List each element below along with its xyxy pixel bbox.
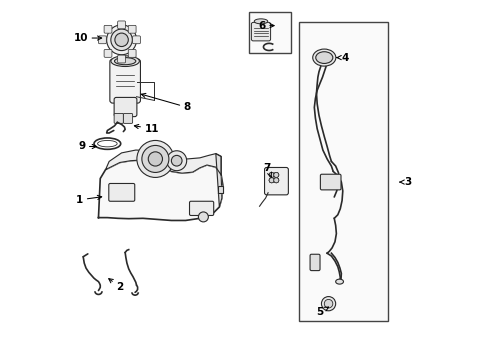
Text: 11: 11 bbox=[134, 124, 159, 134]
Text: 4: 4 bbox=[336, 52, 348, 62]
Ellipse shape bbox=[254, 19, 267, 24]
FancyBboxPatch shape bbox=[110, 59, 140, 103]
Circle shape bbox=[324, 300, 332, 308]
Circle shape bbox=[269, 178, 273, 183]
Circle shape bbox=[136, 140, 173, 177]
Circle shape bbox=[273, 172, 278, 177]
FancyBboxPatch shape bbox=[128, 25, 136, 33]
Circle shape bbox=[148, 152, 162, 166]
FancyBboxPatch shape bbox=[118, 55, 125, 63]
Circle shape bbox=[269, 178, 273, 183]
Ellipse shape bbox=[315, 52, 332, 64]
Polygon shape bbox=[217, 186, 223, 193]
Circle shape bbox=[273, 178, 278, 183]
Circle shape bbox=[141, 145, 168, 172]
FancyBboxPatch shape bbox=[320, 174, 340, 190]
FancyBboxPatch shape bbox=[108, 183, 135, 201]
Circle shape bbox=[111, 29, 132, 51]
Circle shape bbox=[166, 151, 186, 171]
Text: 1: 1 bbox=[76, 195, 102, 205]
Circle shape bbox=[269, 172, 273, 177]
Circle shape bbox=[269, 172, 273, 177]
FancyBboxPatch shape bbox=[118, 21, 125, 29]
Ellipse shape bbox=[312, 49, 335, 66]
Ellipse shape bbox=[335, 279, 343, 284]
Ellipse shape bbox=[114, 57, 136, 65]
Text: 10: 10 bbox=[73, 33, 102, 43]
Circle shape bbox=[115, 33, 128, 46]
Circle shape bbox=[273, 178, 278, 183]
Circle shape bbox=[273, 172, 278, 177]
Circle shape bbox=[269, 172, 273, 177]
Ellipse shape bbox=[111, 56, 139, 66]
Text: 5: 5 bbox=[316, 307, 328, 317]
FancyBboxPatch shape bbox=[114, 114, 123, 124]
Circle shape bbox=[198, 212, 208, 222]
Text: 6: 6 bbox=[258, 21, 273, 31]
Polygon shape bbox=[98, 160, 223, 221]
FancyBboxPatch shape bbox=[264, 167, 288, 195]
Circle shape bbox=[269, 178, 273, 183]
Bar bbox=[299, 22, 388, 321]
FancyBboxPatch shape bbox=[114, 97, 136, 117]
FancyBboxPatch shape bbox=[189, 201, 213, 216]
Circle shape bbox=[273, 172, 278, 177]
Text: 9: 9 bbox=[78, 141, 96, 151]
Circle shape bbox=[273, 172, 278, 177]
FancyBboxPatch shape bbox=[123, 114, 132, 124]
Text: 8: 8 bbox=[141, 94, 191, 112]
Polygon shape bbox=[106, 150, 221, 175]
Circle shape bbox=[171, 155, 182, 166]
Text: 2: 2 bbox=[108, 279, 123, 292]
Circle shape bbox=[269, 172, 273, 177]
Circle shape bbox=[321, 297, 335, 311]
FancyBboxPatch shape bbox=[104, 25, 112, 33]
FancyBboxPatch shape bbox=[251, 22, 270, 41]
Text: 3: 3 bbox=[399, 177, 410, 187]
Text: 7: 7 bbox=[263, 163, 271, 177]
FancyBboxPatch shape bbox=[98, 36, 106, 44]
FancyBboxPatch shape bbox=[104, 50, 112, 57]
Bar bbox=[248, 12, 290, 53]
FancyBboxPatch shape bbox=[128, 50, 136, 57]
Circle shape bbox=[269, 178, 273, 183]
Polygon shape bbox=[215, 154, 221, 207]
FancyBboxPatch shape bbox=[132, 36, 140, 44]
Circle shape bbox=[106, 25, 136, 55]
Circle shape bbox=[273, 178, 278, 183]
Circle shape bbox=[273, 178, 278, 183]
FancyBboxPatch shape bbox=[309, 254, 319, 271]
